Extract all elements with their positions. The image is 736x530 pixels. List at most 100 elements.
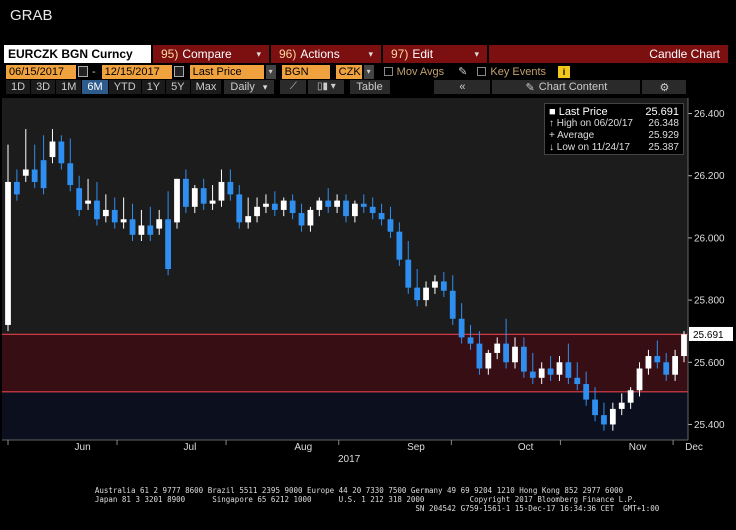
compare-button[interactable]: 95) Compare ▾ bbox=[153, 45, 269, 63]
candle-body bbox=[405, 259, 412, 288]
x-tick-label: Dec bbox=[685, 442, 703, 453]
candle-body bbox=[654, 356, 661, 363]
x-tick-label: Jul bbox=[184, 442, 197, 453]
chevron-down-icon: ▾ bbox=[256, 48, 261, 59]
candle-body bbox=[307, 209, 314, 226]
date-separator: - bbox=[92, 65, 96, 78]
actions-button[interactable]: 96) Actions ▾ bbox=[271, 45, 381, 63]
candle-body bbox=[14, 181, 20, 195]
ticker-input[interactable]: EURCZK BGN Curncy bbox=[4, 45, 151, 63]
candle-body bbox=[298, 213, 305, 226]
chart-content-label: Chart Content bbox=[538, 81, 608, 93]
chart-content-button[interactable]: ✎ Chart Content bbox=[492, 80, 641, 94]
candle-body bbox=[245, 216, 252, 223]
period-button-1m[interactable]: 1M bbox=[56, 80, 82, 94]
candle-body bbox=[663, 362, 670, 375]
pencil-icon[interactable]: ✎ bbox=[458, 66, 468, 78]
period-button-ytd[interactable]: YTD bbox=[108, 80, 141, 94]
end-date-input[interactable]: 12/15/2017 bbox=[101, 64, 172, 79]
candle-body bbox=[387, 219, 394, 232]
candle-body bbox=[449, 290, 456, 319]
compare-label: Compare bbox=[182, 47, 232, 61]
legend-label: + Average bbox=[549, 130, 595, 141]
candle-body bbox=[111, 209, 118, 223]
candle-body bbox=[556, 362, 563, 375]
candle-body bbox=[325, 200, 332, 207]
candle-body bbox=[583, 384, 590, 400]
candle-body bbox=[529, 371, 536, 378]
candle-body bbox=[165, 219, 171, 269]
field-select[interactable]: Last Price bbox=[189, 64, 264, 79]
source-input[interactable]: BGN bbox=[281, 64, 330, 79]
period-button-max[interactable]: Max bbox=[190, 80, 222, 94]
candle-body bbox=[316, 200, 323, 210]
period-button-1d[interactable]: 1D bbox=[6, 80, 31, 94]
table-button[interactable]: Table bbox=[350, 80, 391, 94]
period-button-5y[interactable]: 5Y bbox=[166, 80, 190, 94]
legend-label: ↓ Low on 11/24/17 bbox=[549, 142, 630, 153]
y-tick-label: 25.600 bbox=[694, 358, 725, 369]
frequency-select[interactable]: Daily ▾ bbox=[224, 80, 275, 94]
chevron-down-icon[interactable]: ▾ bbox=[363, 64, 374, 79]
candle-body bbox=[138, 225, 145, 235]
candle-body bbox=[352, 203, 358, 217]
x-tick-label: Jun bbox=[75, 442, 91, 453]
chart-area: 26.400 26.200 26.000 25.800 25.600 25.400 25.6… bbox=[0, 96, 736, 465]
resistance-band bbox=[2, 334, 688, 392]
candle-body bbox=[22, 169, 29, 176]
period-button-3d[interactable]: 3D bbox=[31, 80, 56, 94]
candle-body bbox=[565, 362, 572, 378]
calendar-icon[interactable] bbox=[173, 66, 184, 77]
edit-button[interactable]: 97) Edit ▾ bbox=[383, 45, 487, 63]
candle-body bbox=[280, 200, 287, 210]
candle-body bbox=[334, 200, 340, 207]
x-tick-label: Sep bbox=[407, 442, 425, 453]
chevron-down-icon[interactable]: ▾ bbox=[265, 64, 276, 79]
candle-body bbox=[503, 343, 509, 363]
y-tick-label: 25.800 bbox=[694, 296, 725, 307]
candle-body bbox=[538, 368, 545, 378]
settings-button[interactable]: ⚙ bbox=[642, 80, 687, 94]
key-events-checkbox[interactable] bbox=[477, 67, 487, 76]
x-tick-label: Nov bbox=[629, 442, 647, 453]
candle-body bbox=[191, 188, 198, 207]
period-button-1y[interactable]: 1Y bbox=[141, 80, 166, 94]
start-date-input[interactable]: 06/15/2017 bbox=[6, 64, 76, 79]
chart-type-label: Candle Chart bbox=[649, 47, 720, 61]
actions-number: 96) bbox=[279, 47, 297, 61]
candle-style-icon[interactable]: ▯▮ ▾ bbox=[308, 80, 345, 94]
legend-label: ■ Last Price bbox=[549, 106, 608, 118]
chevron-down-icon: ▾ bbox=[368, 48, 373, 59]
legend-value: 25.387 bbox=[648, 142, 679, 153]
legend-value: 25.691 bbox=[645, 106, 679, 118]
currency-input[interactable]: CZK bbox=[335, 64, 362, 79]
period-button-6m[interactable]: 6M bbox=[82, 80, 108, 94]
info-icon[interactable]: i bbox=[558, 65, 571, 78]
candle-body bbox=[271, 203, 278, 210]
candle-body bbox=[31, 169, 38, 182]
candle-body bbox=[592, 399, 598, 416]
candle-body bbox=[129, 219, 136, 235]
candle-body bbox=[49, 141, 56, 158]
chart-type-button[interactable]: Candle Chart bbox=[489, 45, 728, 63]
y-tick-label: 26.400 bbox=[694, 109, 725, 120]
chart-legend: ■ Last Price 25.691 ↑ High on 06/20/17 26.3… bbox=[544, 103, 684, 155]
candle-body bbox=[254, 206, 260, 217]
collapse-button[interactable]: « bbox=[434, 80, 491, 94]
legend-row: ↓ Low on 11/24/17 25.387 bbox=[549, 142, 679, 154]
candle-body bbox=[485, 352, 492, 369]
mov-avgs-checkbox[interactable] bbox=[383, 67, 393, 76]
candle-body bbox=[102, 209, 109, 217]
line-chart-icon[interactable]: ⟋ bbox=[280, 80, 307, 94]
actions-label: Actions bbox=[300, 47, 340, 61]
pencil-icon: ✎ bbox=[525, 81, 535, 94]
last-price-tag bbox=[689, 326, 733, 341]
y-tick-label: 25.400 bbox=[694, 420, 725, 431]
price-chart[interactable]: 26.400 26.200 26.000 25.800 25.600 25.400 25.6… bbox=[0, 96, 736, 465]
compare-number: 95) bbox=[161, 47, 179, 61]
candle-body bbox=[681, 334, 687, 357]
candle-body bbox=[218, 181, 225, 201]
candle-body bbox=[200, 188, 207, 204]
candle-body bbox=[343, 200, 349, 217]
calendar-icon[interactable] bbox=[78, 66, 88, 77]
